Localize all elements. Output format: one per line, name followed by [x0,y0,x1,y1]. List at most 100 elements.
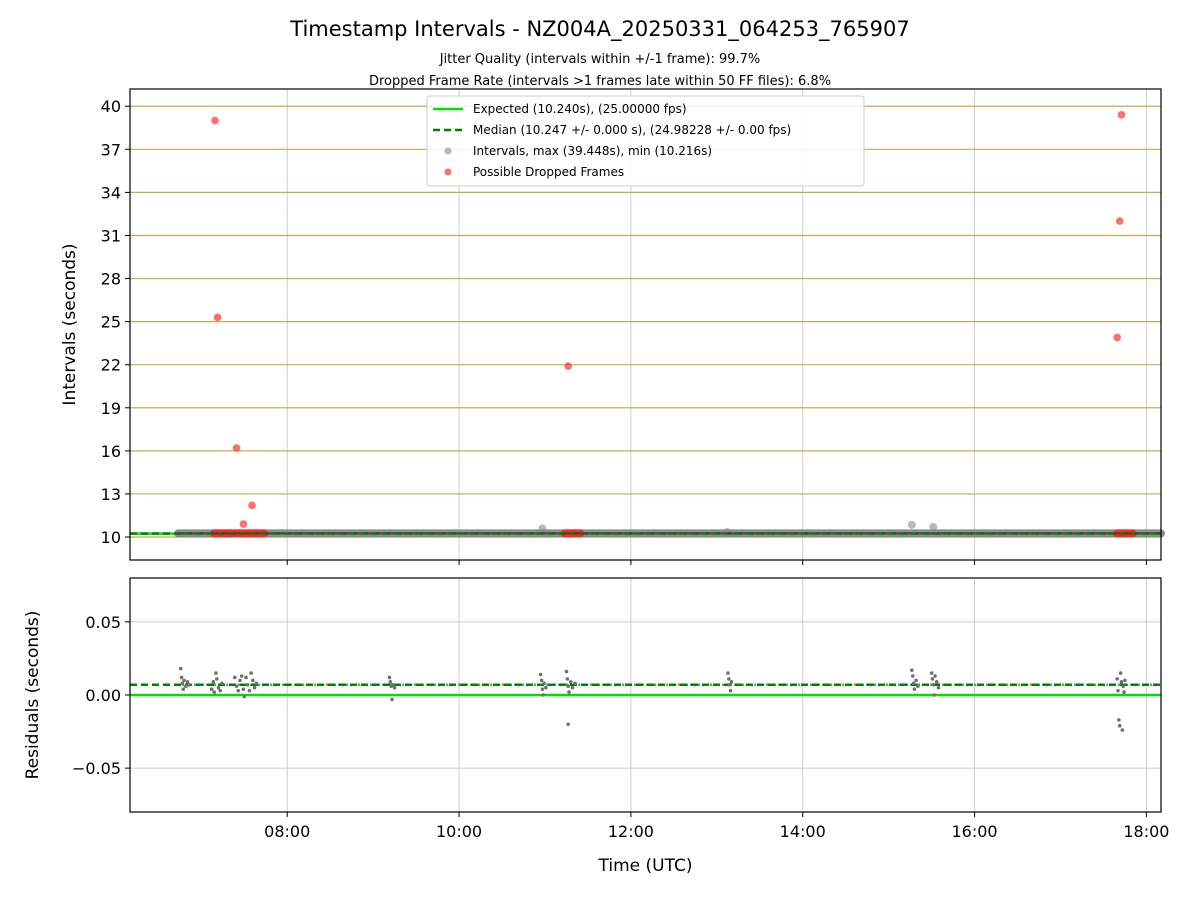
legend: Expected (10.240s), (25.00000 fps) Media… [426,95,865,187]
residual-point [1116,688,1120,693]
residual-point [387,675,392,680]
residual-point [542,681,546,686]
residuals-x-tick-label: 08:00 [264,822,310,841]
interval-point [723,527,732,536]
intervals-axes-frame [129,88,1162,561]
x-axis-label: Time (UTC) [598,856,693,876]
residual-point [931,682,936,687]
residual-point [914,678,918,683]
residual-point [249,671,253,675]
legend-dropped-label: Possible Dropped Frames [473,165,624,179]
residual-point [540,687,545,691]
residual-point [910,674,915,678]
intervals-y-ticks: 10 13 16 19 22 25 28 31 34 37 40 [101,97,1147,565]
residual-point [912,687,917,691]
dropped-frame-point [248,501,256,510]
residuals-ticks: 08:00 10:00 12:00 14:00 16:00 18:00 0.05 0.00 −0… [72,613,1169,841]
intervals-y-tick-label: 13 [101,485,121,504]
intervals-y-tick-label: 22 [101,356,121,375]
residual-point [729,680,734,684]
intervals-y-tick-label: 25 [101,313,121,332]
intervals-y-tick-label: 19 [101,399,121,418]
intervals-y-tick-label: 37 [101,140,121,159]
residual-point [567,690,571,694]
residual-point [187,682,192,687]
residual-point [932,693,936,697]
intervals-y-tick-label: 31 [101,226,121,245]
residual-point [539,678,544,683]
residual-point [179,675,184,680]
residual-point [242,694,247,699]
dropped-frame-point [232,444,241,452]
intervals-data [130,111,1165,538]
residual-point [573,681,577,686]
residual-point [1117,718,1121,722]
residual-point [218,688,223,693]
residual-point [568,680,573,684]
dropped-frame-point [213,313,222,322]
residual-point [930,677,935,681]
residual-point [241,687,246,691]
residual-point [252,685,257,690]
residuals-data [130,666,1161,732]
residual-point [391,682,395,687]
residuals-x-tick-label: 12:00 [608,822,654,841]
interval-point [907,520,916,529]
residuals-y-axis-label: Residuals (seconds) [23,611,43,780]
residual-point [185,680,190,684]
residual-point [184,684,188,689]
residual-point [233,675,237,680]
legend-dropped-swatch [444,168,452,176]
residual-point [220,681,224,686]
residual-point [181,687,186,691]
intervals-y-tick-label: 40 [101,97,121,116]
residual-point [936,685,941,690]
residual-point [211,680,216,684]
residual-point [726,671,730,675]
residual-point [216,685,221,690]
residual-point [570,685,575,690]
residual-point [566,722,570,727]
residual-point [565,677,570,681]
dropped-frame-point [211,116,219,125]
intervals-y-tick-label: 10 [101,528,121,547]
residual-point [214,671,218,675]
residual-point [727,682,732,687]
residual-point [245,682,250,687]
legend-median-label: Median (10.247 +/- 0.000 s), (24.98228 +… [473,123,791,137]
legend-intervals-label: Intervals, max (39.448s), min (10.216s) [473,144,712,158]
residual-point [244,675,248,680]
residual-point [727,677,731,681]
residual-point [544,685,548,690]
residual-point [1115,677,1119,681]
legend-intervals-swatch [444,147,452,155]
intervals-y-tick-label: 34 [101,183,121,202]
chart-title: Timestamp Intervals - NZ004A_20250331_06… [289,17,909,42]
residuals-x-tick-label: 10:00 [436,822,482,841]
residual-point [1122,690,1126,694]
residual-point [1121,684,1125,689]
residual-point [238,678,242,683]
residual-point [182,678,186,683]
residual-point [911,681,916,686]
residual-point [934,680,939,684]
intervals-y-tick-label: 28 [101,270,121,289]
dropped-frame-point [1117,111,1126,119]
residual-point [247,688,252,693]
residuals-y-tick-label: 0.00 [85,686,121,705]
dropped-frame-point [1113,333,1121,342]
residual-point [566,684,570,689]
residuals-x-tick-label: 18:00 [1123,822,1169,841]
residuals-x-tick-label: 16:00 [952,822,998,841]
residual-point [180,681,185,686]
residual-point [929,671,934,675]
residual-point [392,685,397,690]
dropped-frame-point [1115,217,1124,225]
residual-point [234,684,239,689]
residual-point [1120,728,1125,732]
intervals-subplot: 10 13 16 19 22 25 28 31 34 37 40 Intervals (second… [60,88,1165,565]
legend-expected-label: Expected (10.240s), (25.00000 fps) [473,102,687,116]
residual-point [239,674,244,678]
dropped-frame-point [239,520,248,528]
residual-point [910,668,914,672]
